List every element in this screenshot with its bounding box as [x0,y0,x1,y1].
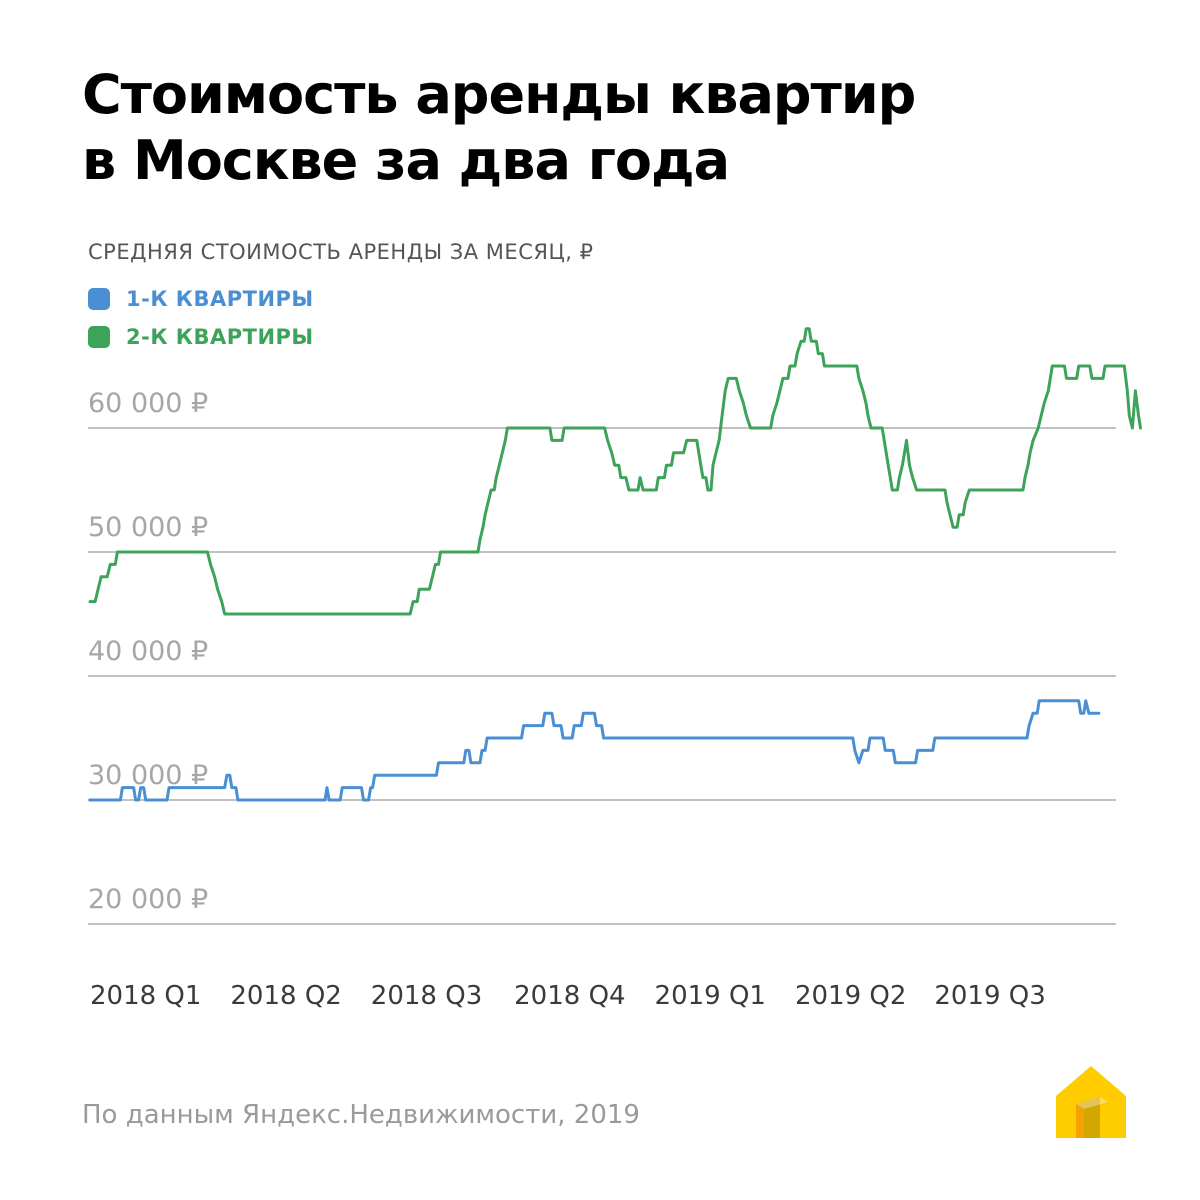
line-chart: 20 000 ₽ 30 000 ₽ 40 000 ₽ 50 000 ₽ 60 000 ₽… [88,327,1142,1011]
x-tick-label-1: 2018 Q2 [230,981,341,1011]
y-tick-label-30000: 30 000 ₽ [88,760,208,791]
legend-swatch-1k [88,288,110,310]
y-tick-label-20000: 20 000 ₽ [88,884,208,915]
title-line-2: в Москве за два года [82,129,730,192]
gridlines [88,427,1116,925]
chart-title: Стоимость аренды квартир в Москве за два… [82,62,1082,194]
series-line-1k [88,699,1101,802]
x-tick-label-4: 2019 Q1 [655,981,766,1011]
x-tick-label-5: 2019 Q2 [795,981,906,1011]
x-tick-label-6: 2019 Q3 [934,981,1045,1011]
x-tick-label-3: 2018 Q4 [514,981,625,1011]
x-tick-label-2: 2018 Q3 [371,981,482,1011]
series-lines [88,327,1142,802]
legend-label-1k: 1-К КВАРТИРЫ [126,287,314,311]
yandex-realty-house-icon [1056,1066,1126,1138]
y-tick-label-60000: 60 000 ₽ [88,388,208,419]
title-line-1: Стоимость аренды квартир [82,63,916,126]
legend-item-1k: 1-К КВАРТИРЫ [88,280,314,318]
y-tick-label-40000: 40 000 ₽ [88,636,208,667]
y-axis-tick-labels: 20 000 ₽ 30 000 ₽ 40 000 ₽ 50 000 ₽ 60 000 ₽ [88,388,208,915]
y-tick-label-50000: 50 000 ₽ [88,512,208,543]
legend-swatch-2k [88,326,110,348]
x-tick-label-0: 2018 Q1 [90,981,201,1011]
legend: 1-К КВАРТИРЫ 2-К КВАРТИРЫ [88,280,314,356]
chart-subtitle: СРЕДНЯЯ СТОИМОСТЬ АРЕНДЫ ЗА МЕСЯЦ, ₽ [88,240,594,264]
series-line-2k [88,327,1142,616]
source-note: По данным Яндекс.Недвижимости, 2019 [82,1100,640,1130]
legend-label-2k: 2-К КВАРТИРЫ [126,325,314,349]
x-axis-tick-labels: 2018 Q1 2018 Q2 2018 Q3 2018 Q4 2019 Q1 2019 … [90,981,1046,1011]
legend-item-2k: 2-К КВАРТИРЫ [88,318,314,356]
